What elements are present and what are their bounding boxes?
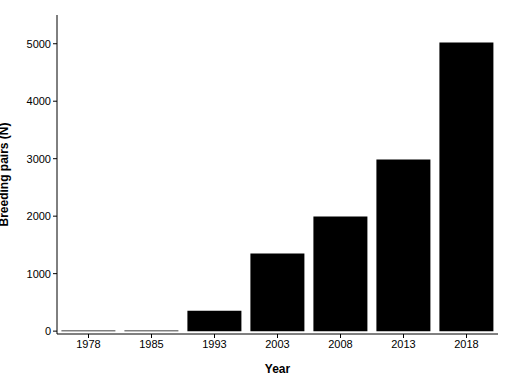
svg-text:1000: 1000 [27, 268, 51, 280]
svg-text:3000: 3000 [27, 153, 51, 165]
svg-text:0: 0 [45, 325, 51, 337]
svg-text:2018: 2018 [454, 338, 478, 350]
svg-text:Breeding pairs (N): Breeding pairs (N) [8, 122, 11, 226]
svg-text:2000: 2000 [27, 210, 51, 222]
svg-text:2003: 2003 [265, 338, 289, 350]
svg-text:Year: Year [265, 362, 291, 376]
svg-text:1978: 1978 [76, 338, 100, 350]
svg-text:5000: 5000 [27, 38, 51, 50]
svg-text:1993: 1993 [202, 338, 226, 350]
svg-text:4000: 4000 [27, 95, 51, 107]
svg-text:2008: 2008 [328, 338, 352, 350]
svg-text:2013: 2013 [391, 338, 415, 350]
svg-text:1985: 1985 [139, 338, 163, 350]
